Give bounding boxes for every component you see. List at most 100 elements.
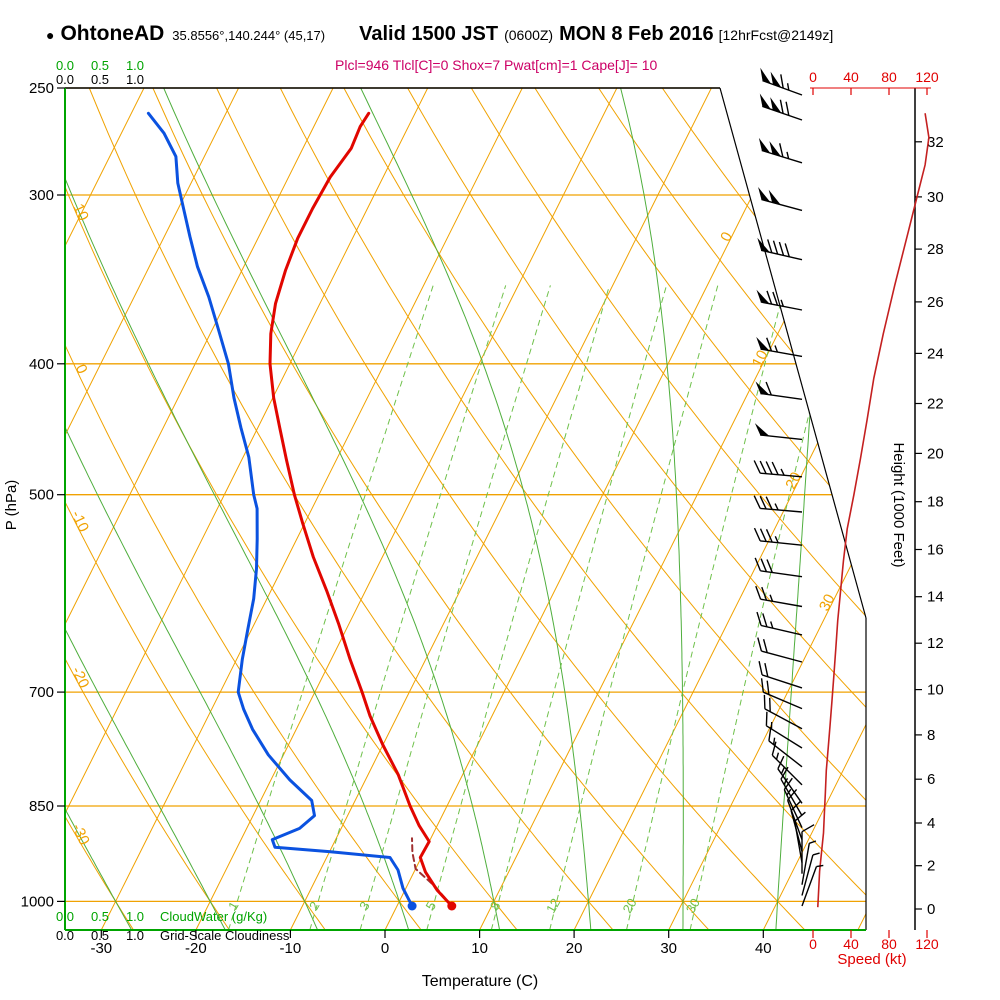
svg-text:18: 18	[927, 494, 944, 511]
svg-text:10: 10	[927, 682, 944, 699]
svg-text:20: 20	[566, 940, 583, 957]
svg-text:0: 0	[927, 901, 935, 918]
wind-barbs	[753, 67, 824, 907]
svg-text:500: 500	[29, 487, 54, 504]
svg-text:400: 400	[29, 356, 54, 373]
svg-text:0: 0	[809, 936, 817, 952]
isotherm-grid	[65, 88, 866, 930]
dry-adiabat-labels: 100-10-20-30	[67, 201, 92, 848]
svg-text:20: 20	[619, 896, 639, 916]
svg-text:0: 0	[809, 69, 817, 85]
svg-text:120: 120	[915, 936, 939, 952]
mixing-ratio-lines	[228, 285, 842, 930]
station-coords: 35.8556°,140.244° (45,17)	[172, 28, 326, 43]
svg-text:1.0: 1.0	[126, 928, 144, 943]
station-name: OhtoneAD	[60, 22, 165, 45]
svg-text:0.0: 0.0	[56, 909, 74, 924]
svg-text:30: 30	[660, 940, 677, 957]
svg-text:20: 20	[782, 469, 805, 492]
svg-text:80: 80	[881, 936, 897, 952]
svg-text:-20: -20	[185, 940, 207, 957]
svg-text:-10: -10	[67, 508, 92, 535]
svg-text:4: 4	[927, 815, 935, 832]
svg-text:40: 40	[843, 936, 859, 952]
surface-markers	[407, 901, 457, 911]
svg-text:Temperature (C): Temperature (C)	[422, 973, 538, 990]
svg-text:0: 0	[717, 229, 736, 244]
svg-text:20: 20	[927, 445, 944, 462]
svg-text:8: 8	[927, 727, 935, 744]
cloudwater-scale: 0.00.00.50.51.01.0 CloudWater (g/Kg)	[56, 58, 267, 924]
dry-adiabats	[65, 88, 866, 930]
svg-text:26: 26	[927, 294, 944, 311]
svg-text:30: 30	[927, 189, 944, 206]
svg-text:0.0: 0.0	[56, 72, 74, 87]
dewpoint-curve	[146, 111, 414, 908]
temperature-axis: -30 -20 -10 0 10 20 30 40 Temperature (C)	[90, 930, 772, 990]
svg-text:24: 24	[927, 345, 944, 362]
svg-text:Height (1000 Feet): Height (1000 Feet)	[890, 442, 907, 567]
svg-text:10: 10	[749, 347, 772, 370]
forecast-tag: [12hrFcst@2149z]	[718, 27, 834, 43]
chart-header: ● OhtoneAD 35.8556°,140.244° (45,17) Val…	[46, 22, 833, 46]
svg-text:CloudWater (g/Kg): CloudWater (g/Kg)	[160, 909, 267, 924]
svg-text:0.0: 0.0	[56, 928, 74, 943]
svg-text:1.0: 1.0	[126, 909, 144, 924]
cloudiness-scale: 0.0 0.0 0.5 0.5 1.0 1.0 Grid-Scale Cloudiness	[56, 72, 290, 943]
svg-text:40: 40	[755, 940, 772, 957]
svg-text:12: 12	[543, 896, 563, 916]
svg-text:120: 120	[915, 69, 939, 85]
svg-text:32: 32	[927, 134, 944, 151]
svg-text:700: 700	[29, 684, 54, 701]
temperature-curve	[268, 111, 454, 908]
svg-text:6: 6	[927, 771, 935, 788]
svg-text:1.0: 1.0	[126, 58, 144, 73]
svg-text:0.5: 0.5	[91, 58, 109, 73]
svg-text:30: 30	[683, 896, 703, 916]
svg-text:14: 14	[927, 589, 944, 606]
svg-text:-30: -30	[90, 940, 112, 957]
parcel-curve	[411, 837, 453, 907]
valid-time: Valid 1500 JST	[359, 23, 499, 45]
svg-text:28: 28	[927, 241, 944, 258]
stability-indices: Plcl=946 Tlcl[C]=0 Shox=7 Pwat[cm]=1 Cap…	[335, 57, 658, 73]
svg-text:-10: -10	[280, 940, 302, 957]
svg-text:12: 12	[927, 635, 944, 652]
mixing-ratio-labels: 1 2 3 5 8 12 20 30	[225, 896, 703, 916]
wind-speed-curve	[817, 113, 930, 908]
svg-text:Speed (kt): Speed (kt)	[837, 951, 906, 968]
svg-text:16: 16	[927, 542, 944, 559]
svg-text:1.0: 1.0	[126, 72, 144, 87]
svg-text:1000: 1000	[21, 893, 54, 910]
svg-text:40: 40	[843, 69, 859, 85]
isotherm-labels: 0 10 20 30	[717, 229, 839, 614]
svg-text:Grid-Scale Cloudiness: Grid-Scale Cloudiness	[160, 928, 290, 943]
station-marker-icon: ●	[46, 27, 55, 43]
valid-time-utc: (0600Z)	[504, 27, 554, 43]
svg-text:10: 10	[471, 940, 488, 957]
svg-text:0.0: 0.0	[56, 58, 74, 73]
svg-text:-30: -30	[68, 821, 93, 848]
svg-text:0: 0	[381, 940, 389, 957]
svg-text:850: 850	[29, 798, 54, 815]
svg-text:-20: -20	[68, 664, 93, 691]
moist-adiabats	[65, 88, 828, 930]
svg-text:10: 10	[69, 201, 91, 223]
svg-text:0.5: 0.5	[91, 72, 109, 87]
svg-text:30: 30	[816, 591, 839, 614]
svg-text:22: 22	[927, 396, 944, 413]
valid-date: MON 8 Feb 2016	[559, 23, 714, 45]
plot-border	[64, 87, 867, 931]
svg-text:80: 80	[881, 69, 897, 85]
svg-text:0.5: 0.5	[91, 928, 109, 943]
svg-text:P (hPa): P (hPa)	[3, 480, 20, 531]
svg-text:0.5: 0.5	[91, 909, 109, 924]
svg-text:250: 250	[29, 80, 54, 97]
pressure-axis: 250 300 400 500 700 850 1000 P (hPa)	[3, 80, 65, 910]
svg-text:300: 300	[29, 187, 54, 204]
svg-text:2: 2	[927, 858, 935, 875]
